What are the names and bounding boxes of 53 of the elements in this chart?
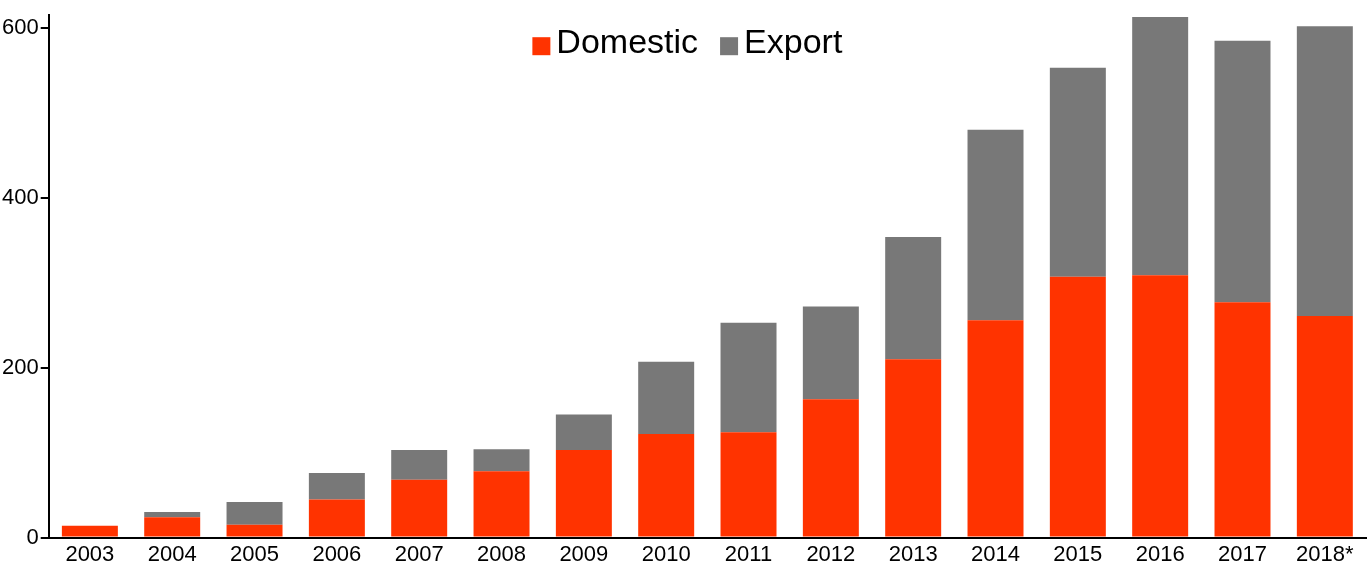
x-tick-label: 2018*	[1296, 540, 1355, 566]
x-tick-label: 2017	[1218, 540, 1267, 566]
bar	[391, 450, 448, 480]
bar	[1214, 302, 1271, 537]
bar	[802, 399, 859, 537]
bar	[144, 517, 201, 537]
x-tick-label: 2007	[394, 540, 444, 566]
legend-label: Domestic	[556, 21, 699, 60]
bar	[1049, 276, 1106, 537]
y-tick-label: 200	[1, 353, 39, 379]
bar	[885, 359, 942, 537]
x-tick-label: 2004	[147, 540, 197, 566]
bar	[967, 320, 1024, 537]
bar	[144, 512, 201, 518]
y-tick-label: 600	[1, 14, 39, 39]
x-tick-label: 2008	[477, 540, 526, 566]
legend-label: Export	[744, 21, 843, 60]
bar	[308, 499, 365, 537]
bar	[226, 501, 283, 525]
bar	[802, 306, 859, 400]
x-tick-label: 2011	[724, 540, 773, 566]
x-tick-label: 2005	[230, 540, 280, 566]
x-tick-label: 2006	[312, 540, 362, 566]
x-tick-label: 2012	[806, 540, 856, 566]
bar	[720, 322, 777, 433]
x-tick-label: 2014	[971, 540, 1020, 566]
y-tick-label: 0	[26, 523, 39, 549]
bar	[308, 473, 365, 500]
bar	[1132, 16, 1189, 276]
y-tick-label: 400	[1, 183, 39, 209]
bar	[473, 471, 530, 537]
bar	[885, 236, 942, 360]
bar	[1296, 26, 1353, 316]
x-tick-label: 2013	[888, 540, 938, 566]
x-tick-label: 2015	[1053, 540, 1103, 566]
bar	[1296, 315, 1353, 537]
bar	[1132, 275, 1189, 537]
bar	[555, 450, 612, 537]
bar	[61, 525, 118, 537]
bar	[1214, 40, 1271, 303]
bar	[226, 524, 283, 537]
x-tick-label: 2003	[65, 540, 115, 566]
bar	[720, 432, 777, 537]
x-tick-label: 2009	[559, 540, 609, 566]
x-tick-label: 2010	[641, 540, 691, 566]
bar	[638, 361, 695, 434]
x-tick-label: 2016	[1135, 540, 1185, 566]
bar	[473, 449, 530, 472]
bar	[391, 479, 448, 537]
bar	[1049, 67, 1106, 277]
bar	[967, 129, 1024, 321]
bar	[638, 433, 695, 537]
bar	[555, 414, 612, 451]
